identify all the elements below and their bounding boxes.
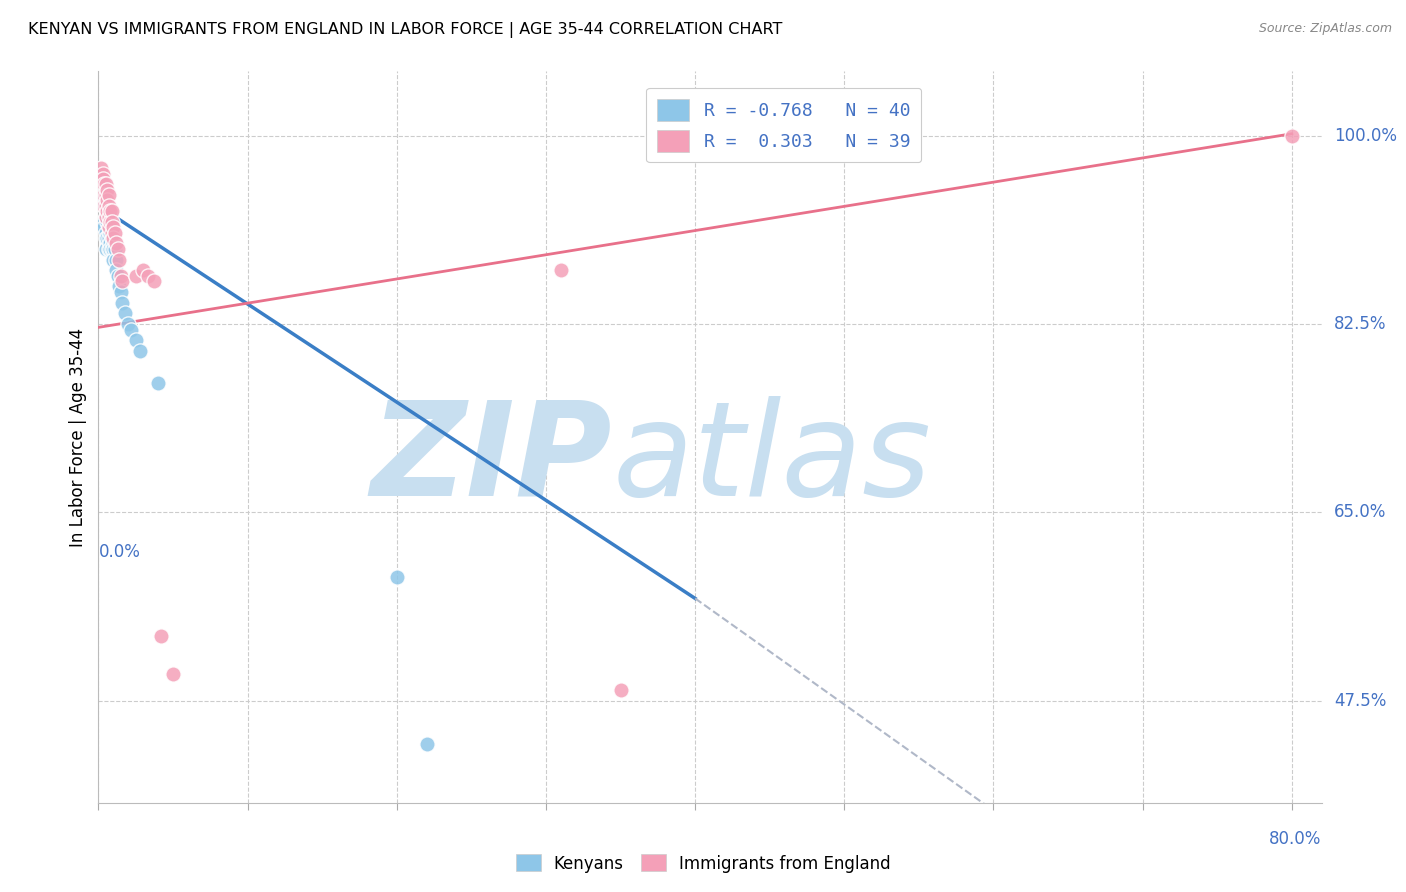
Point: [104, 242, 127, 256]
Point: [550, 263, 572, 277]
Point: [108, 279, 131, 293]
Point: [94, 231, 117, 245]
Point: [162, 666, 184, 681]
Legend: R = -0.768   N = 40, R =  0.303   N = 39: R = -0.768 N = 40, R = 0.303 N = 39: [645, 87, 921, 162]
Point: [415, 737, 437, 751]
Point: [146, 376, 169, 391]
Point: [98, 215, 121, 229]
Point: [125, 333, 148, 347]
Text: 100.0%: 100.0%: [1334, 127, 1398, 145]
Point: [96, 215, 118, 229]
Point: [97, 210, 120, 224]
Point: [111, 295, 134, 310]
Text: Source: ZipAtlas.com: Source: ZipAtlas.com: [1258, 22, 1392, 36]
Point: [136, 268, 159, 283]
Point: [93, 220, 115, 235]
Point: [94, 188, 117, 202]
Point: [97, 199, 120, 213]
Text: 0.0%: 0.0%: [98, 543, 141, 561]
Point: [101, 215, 124, 229]
Text: 65.0%: 65.0%: [1334, 503, 1386, 522]
Text: KENYAN VS IMMIGRANTS FROM ENGLAND IN LABOR FORCE | AGE 35-44 CORRELATION CHART: KENYAN VS IMMIGRANTS FROM ENGLAND IN LAB…: [28, 22, 783, 38]
Point: [114, 306, 136, 320]
Point: [91, 215, 114, 229]
Point: [103, 231, 125, 245]
Legend: Kenyans, Immigrants from England: Kenyans, Immigrants from England: [509, 847, 897, 880]
Point: [110, 268, 132, 283]
Point: [103, 242, 125, 256]
Point: [1281, 128, 1303, 143]
Point: [94, 210, 117, 224]
Point: [97, 220, 120, 235]
Point: [105, 252, 128, 267]
Point: [111, 274, 134, 288]
Point: [96, 204, 118, 219]
Point: [91, 167, 114, 181]
Point: [104, 226, 127, 240]
Point: [101, 231, 124, 245]
Point: [94, 226, 117, 240]
Point: [107, 268, 129, 283]
Point: [90, 172, 112, 186]
Text: 82.5%: 82.5%: [1334, 315, 1386, 333]
Point: [103, 252, 125, 267]
Text: 47.5%: 47.5%: [1334, 691, 1386, 710]
Point: [94, 242, 117, 256]
Y-axis label: In Labor Force | Age 35-44: In Labor Force | Age 35-44: [69, 327, 87, 547]
Text: ZIP: ZIP: [371, 395, 612, 523]
Point: [150, 629, 173, 643]
Point: [117, 317, 139, 331]
Point: [96, 204, 118, 219]
Point: [97, 231, 120, 245]
Point: [105, 263, 128, 277]
Point: [90, 161, 112, 176]
Point: [103, 236, 125, 251]
Point: [98, 215, 121, 229]
Point: [96, 194, 118, 208]
Text: 80.0%: 80.0%: [1270, 830, 1322, 847]
Point: [98, 226, 121, 240]
Point: [93, 178, 115, 192]
Point: [93, 199, 115, 213]
Point: [94, 199, 117, 213]
Point: [108, 252, 131, 267]
Point: [98, 242, 121, 256]
Point: [105, 236, 128, 251]
Point: [94, 210, 117, 224]
Text: atlas: atlas: [612, 395, 931, 523]
Point: [91, 172, 114, 186]
Point: [94, 178, 117, 192]
Point: [385, 570, 408, 584]
Point: [101, 204, 124, 219]
Point: [125, 268, 148, 283]
Point: [103, 220, 125, 235]
Point: [142, 274, 165, 288]
Point: [98, 236, 121, 251]
Point: [91, 194, 114, 208]
Point: [132, 263, 155, 277]
Point: [93, 188, 115, 202]
Point: [101, 242, 124, 256]
Point: [93, 199, 115, 213]
Point: [97, 188, 120, 202]
Point: [98, 204, 121, 219]
Point: [609, 682, 631, 697]
Point: [96, 231, 118, 245]
Point: [110, 285, 132, 299]
Point: [120, 322, 142, 336]
Point: [97, 220, 120, 235]
Point: [107, 242, 129, 256]
Point: [129, 344, 152, 359]
Point: [97, 242, 120, 256]
Point: [96, 183, 118, 197]
Point: [101, 226, 124, 240]
Point: [97, 210, 120, 224]
